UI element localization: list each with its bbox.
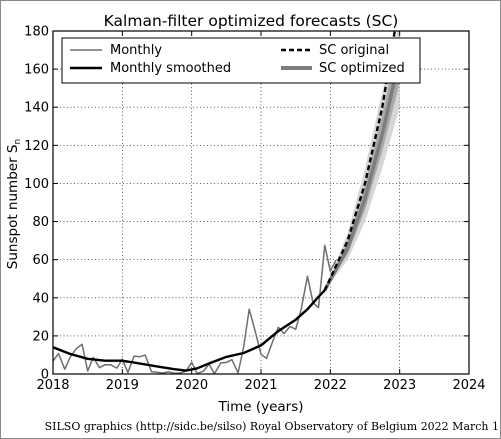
- legend-label-monthly-smoothed: Monthly smoothed: [110, 61, 231, 76]
- credit-text: SILSO graphics (http://sidc.be/silso) Ro…: [45, 420, 499, 433]
- y-tick-label: 160: [24, 63, 49, 78]
- y-tick-label: 60: [32, 253, 49, 268]
- x-tick-label: 2021: [244, 378, 277, 393]
- chart-title: Kalman-filter optimized forecasts (SC): [104, 12, 399, 30]
- legend-label-sc-optimized: SC optimized: [319, 61, 405, 76]
- x-tick-label: 2018: [36, 378, 69, 393]
- series-lines: [53, 31, 402, 374]
- y-tick-label: 80: [32, 215, 49, 230]
- y-tick-label: 0: [41, 368, 49, 383]
- legend-box: [61, 37, 421, 84]
- x-tick-label: 2019: [106, 378, 139, 393]
- legend-label-monthly: Monthly: [110, 43, 162, 58]
- x-tick-label: 2024: [452, 378, 485, 393]
- sc-optimized-line: [323, 57, 402, 292]
- y-tick-label: 100: [24, 177, 49, 192]
- y-tick-label: 140: [24, 101, 49, 116]
- axis-ticks: 2018 2019 2020 2021 2022 2023 2024 0 20 40 60 80 100…: [24, 25, 485, 394]
- x-tick-label: 2020: [175, 378, 208, 393]
- monthly-smoothed-line: [53, 289, 326, 372]
- legend: Monthly Monthly smoothed SC original SC …: [61, 37, 421, 84]
- x-tick-label: 2023: [383, 378, 416, 393]
- y-axis-label-main: Sunspot number S: [5, 145, 21, 270]
- y-tick-label: 40: [32, 291, 49, 306]
- y-tick-label: 120: [24, 139, 49, 154]
- y-tick-label: 180: [24, 25, 49, 40]
- y-axis-label-group: Sunspot number Sn: [5, 139, 23, 269]
- x-axis-label: Time (years): [217, 399, 303, 415]
- y-axis-label-sub: n: [13, 139, 23, 145]
- legend-label-sc-original: SC original: [319, 43, 389, 58]
- y-axis-label: Sunspot number Sn: [5, 139, 23, 269]
- y-tick-label: 20: [32, 329, 49, 344]
- x-tick-label: 2022: [314, 378, 347, 393]
